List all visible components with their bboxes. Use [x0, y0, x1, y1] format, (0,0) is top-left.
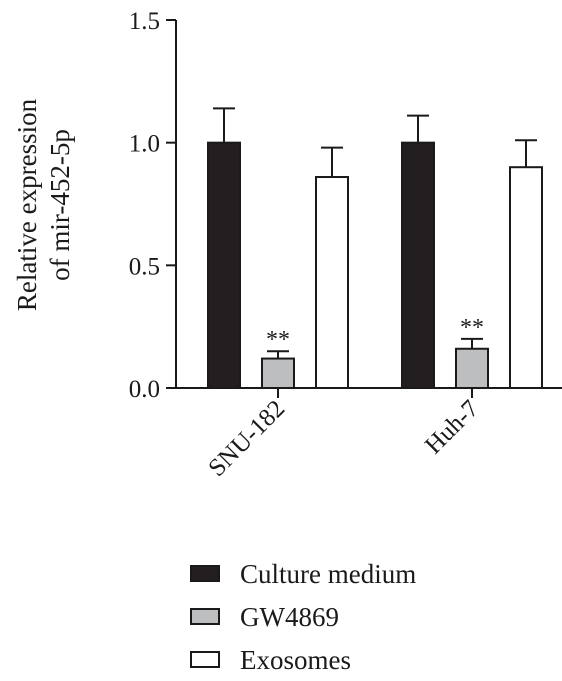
- legend-swatch-culture-medium: [190, 565, 220, 582]
- bar-series-group: ** **: [207, 107, 543, 390]
- x-tick-label: Huh-7: [420, 395, 484, 459]
- legend-item-culture-medium: Culture medium: [190, 552, 416, 595]
- legend-label: Culture medium: [240, 558, 417, 589]
- significance-label: **: [266, 327, 290, 353]
- legend-item-gw4869: GW4869: [190, 595, 416, 638]
- legend-label: Exosomes: [240, 644, 351, 675]
- y-tick-label: 0.0: [129, 376, 160, 403]
- y-axis-title-line-2: of mir-452-5p: [45, 129, 75, 281]
- y-tick-label: 1.5: [129, 8, 160, 35]
- bar-exosomes-0: [315, 176, 349, 389]
- bar-culture-medium-0: [207, 141, 241, 389]
- bar-culture-medium-1: [401, 141, 435, 389]
- legend-item-exosomes: Exosomes: [190, 638, 416, 681]
- y-tick-label: 0.5: [129, 253, 160, 280]
- bar-gw4869-1: [455, 347, 489, 390]
- y-axis: 0.0 0.5 1.0 1.5: [129, 8, 177, 403]
- bar-chart: 0.0 0.5 1.0 1.5 SNU-182 Huh-7 ** ** Relative …: [12, 8, 562, 482]
- legend-label: GW4869: [240, 601, 339, 632]
- x-tick-label: SNU-182: [203, 395, 290, 482]
- bar-exosomes-1: [509, 166, 543, 389]
- legend: Culture medium GW4869 Exosomes: [190, 552, 416, 681]
- y-tick-label: 1.0: [129, 131, 160, 158]
- significance-label: **: [460, 315, 484, 341]
- bar-gw4869-0: [261, 357, 295, 389]
- legend-swatch-gw4869: [190, 608, 220, 625]
- x-axis: SNU-182 Huh-7: [176, 387, 562, 482]
- legend-swatch-exosomes: [190, 651, 220, 668]
- y-axis-title-line-1: Relative expression: [12, 98, 42, 311]
